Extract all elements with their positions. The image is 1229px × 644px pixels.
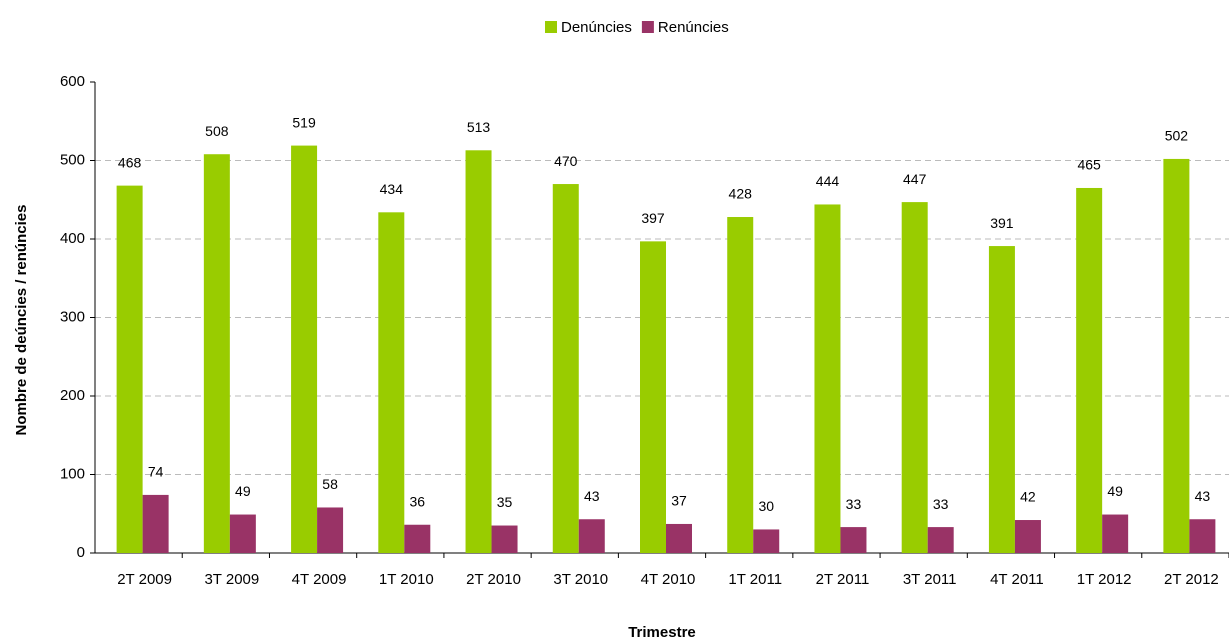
- bar: [753, 529, 780, 553]
- data-label: 35: [497, 494, 513, 510]
- bar: [840, 527, 867, 553]
- bar: [1163, 158, 1190, 553]
- y-tick-label: 500: [60, 151, 85, 168]
- bar: [640, 241, 666, 554]
- x-tick-label: 2T 2011: [816, 571, 870, 588]
- data-label: 58: [322, 476, 338, 492]
- data-label: 447: [903, 171, 927, 187]
- x-tick-label: 2T 2009: [117, 571, 172, 588]
- y-axis-label: Nombre de deúncies / renúncies: [13, 205, 30, 436]
- data-label: 519: [292, 114, 316, 130]
- bar: [1014, 520, 1041, 553]
- x-tick-label: 1T 2010: [379, 571, 434, 588]
- data-label: 428: [729, 186, 753, 202]
- x-tick-label: 3T 2009: [204, 571, 259, 588]
- bar: [142, 494, 169, 553]
- data-label: 391: [990, 215, 1014, 231]
- bar: [727, 217, 754, 553]
- x-tick-label: 3T 2010: [553, 571, 608, 588]
- bar: [988, 246, 1015, 553]
- bar: [229, 514, 256, 553]
- bar: [814, 204, 841, 553]
- x-tick-label: 2T 2012: [1164, 571, 1219, 588]
- data-label: 36: [410, 493, 426, 509]
- legend-swatch: [641, 21, 654, 33]
- data-label: 33: [846, 496, 862, 512]
- data-label: 49: [235, 483, 251, 499]
- x-tick-label: 4T 2009: [292, 571, 347, 588]
- data-label: 43: [584, 488, 600, 504]
- bar: [116, 185, 143, 553]
- bar: [404, 524, 431, 553]
- y-tick-label: 200: [60, 387, 85, 404]
- data-label: 513: [467, 119, 491, 135]
- data-label: 470: [554, 153, 578, 169]
- bar: [901, 202, 928, 554]
- data-label: 42: [1020, 489, 1036, 505]
- data-label: 508: [205, 123, 229, 139]
- x-tick-label: 4T 2010: [641, 571, 696, 588]
- data-label: 49: [1107, 483, 1123, 499]
- y-tick-label: 100: [60, 465, 85, 482]
- bar: [291, 145, 318, 553]
- y-tick-label: 400: [60, 230, 85, 247]
- data-label: 502: [1165, 128, 1189, 144]
- bar: [666, 523, 692, 553]
- data-label: 33: [933, 496, 949, 512]
- bar: [1076, 187, 1103, 553]
- bar: [552, 184, 579, 554]
- data-label: 465: [1077, 157, 1101, 173]
- x-tick-label: 4T 2011: [990, 571, 1044, 588]
- bar: [465, 150, 492, 554]
- bar: [317, 507, 344, 553]
- x-tick-label: 1T 2012: [1077, 571, 1132, 588]
- data-label: 74: [148, 464, 164, 480]
- x-tick-label: 1T 2011: [728, 571, 782, 588]
- bar: [1189, 519, 1216, 553]
- bar: [491, 525, 518, 553]
- data-label: 444: [816, 173, 840, 189]
- legend-swatch: [545, 21, 557, 33]
- data-label: 468: [118, 154, 142, 170]
- x-tick-label: 3T 2011: [903, 571, 957, 588]
- bar: [1102, 514, 1129, 553]
- data-label: 43: [1195, 488, 1211, 504]
- y-tick-label: 600: [60, 73, 85, 90]
- data-label: 37: [671, 493, 687, 509]
- data-label: 397: [641, 210, 665, 226]
- y-tick-label: 0: [77, 544, 85, 561]
- x-tick-label: 2T 2010: [466, 571, 521, 588]
- bar: [203, 154, 230, 553]
- data-label: 434: [380, 181, 404, 197]
- data-label: 30: [758, 498, 774, 514]
- bar: [378, 212, 405, 553]
- legend-label: Denúncies: [561, 19, 632, 36]
- x-axis-label: Trimestre: [628, 624, 696, 641]
- bar: [927, 527, 954, 553]
- bar: [578, 519, 605, 553]
- y-tick-label: 300: [60, 308, 85, 325]
- legend-label: Renúncies: [658, 19, 729, 36]
